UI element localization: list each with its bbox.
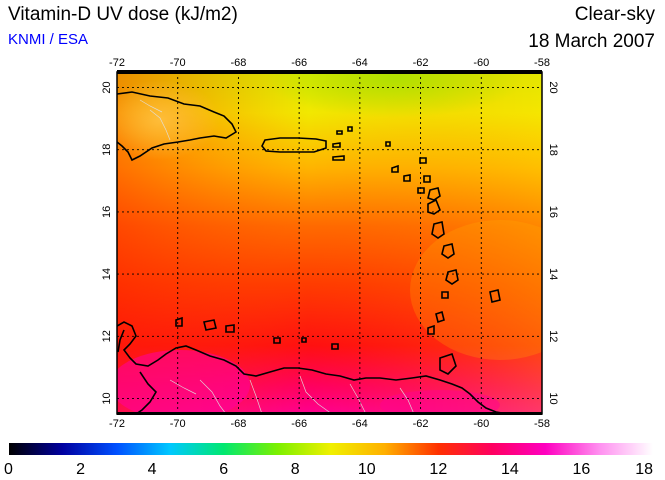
lat-label-left: 16 (101, 206, 113, 218)
lon-label-top: -66 (291, 57, 307, 69)
colorbar-tick-label: 6 (219, 461, 228, 478)
lon-label-top: -60 (473, 57, 489, 69)
colorbar-tick-label: 10 (358, 461, 376, 478)
puerto-rico-coast (261, 137, 327, 153)
axis-labels: -72 -72 -70 -70 -68 -68 -66 -66 -64 -64 -62 -62 -60 -… (101, 57, 559, 430)
map-frame-top-bar (117, 70, 542, 74)
colorbar-tick-label: 4 (148, 461, 157, 478)
borders (139, 99, 415, 414)
lat-label-left: 10 (101, 392, 113, 404)
lat-label-right: 20 (547, 81, 559, 93)
colorbar-tick-label: 16 (573, 461, 591, 478)
lat-label-left: 18 (101, 144, 113, 156)
lon-label-top: -62 (413, 57, 429, 69)
lat-label-right: 16 (547, 206, 559, 218)
lat-label-left: 12 (101, 330, 113, 342)
lon-label-top: -68 (230, 57, 246, 69)
colorbar-tick-label: 2 (76, 461, 85, 478)
lon-label-bottom: -60 (473, 418, 489, 430)
colorbar-tick-label: 12 (429, 461, 447, 478)
lat-label-right: 10 (547, 392, 559, 404)
lon-label-top: -72 (109, 57, 125, 69)
lon-label-bottom: -72 (109, 418, 125, 430)
date-label: 18 March 2007 (528, 31, 655, 52)
map-title: Vitamin-D UV dose (kJ/m2) (8, 4, 238, 25)
lon-label-bottom: -68 (230, 418, 246, 430)
lon-label-top: -64 (352, 57, 368, 69)
lon-label-bottom: -58 (534, 418, 550, 430)
lat-label-left: 20 (101, 81, 113, 93)
lon-label-top: -70 (170, 57, 186, 69)
sky-condition-label: Clear-sky (574, 4, 655, 25)
colorbar-tick-label: 8 (291, 461, 300, 478)
south-america-coast (117, 321, 509, 414)
lon-label-bottom: -66 (291, 418, 307, 430)
uv-field (117, 72, 542, 414)
colorbar (9, 443, 653, 455)
hispaniola-coast (117, 91, 238, 162)
colorbar-labels: 0 2 4 6 8 10 12 14 16 18 (4, 461, 653, 478)
coastlines (117, 91, 509, 414)
lat-label-left: 14 (101, 268, 113, 280)
lon-label-bottom: -62 (413, 418, 429, 430)
lat-label-right: 14 (547, 268, 559, 280)
lon-label-bottom: -70 (170, 418, 186, 430)
colorbar-tick-label: 18 (635, 461, 653, 478)
lon-label-top: -58 (534, 57, 550, 69)
colorbar-tick-label: 0 (4, 461, 13, 478)
lat-label-right: 18 (547, 144, 559, 156)
lon-label-bottom: -64 (352, 418, 368, 430)
lat-label-right: 12 (547, 330, 559, 342)
map-frame-bottom-bar (117, 412, 542, 415)
graticule (117, 72, 542, 414)
source-label: KNMI / ESA (8, 31, 89, 48)
colorbar-tick-label: 14 (501, 461, 519, 478)
